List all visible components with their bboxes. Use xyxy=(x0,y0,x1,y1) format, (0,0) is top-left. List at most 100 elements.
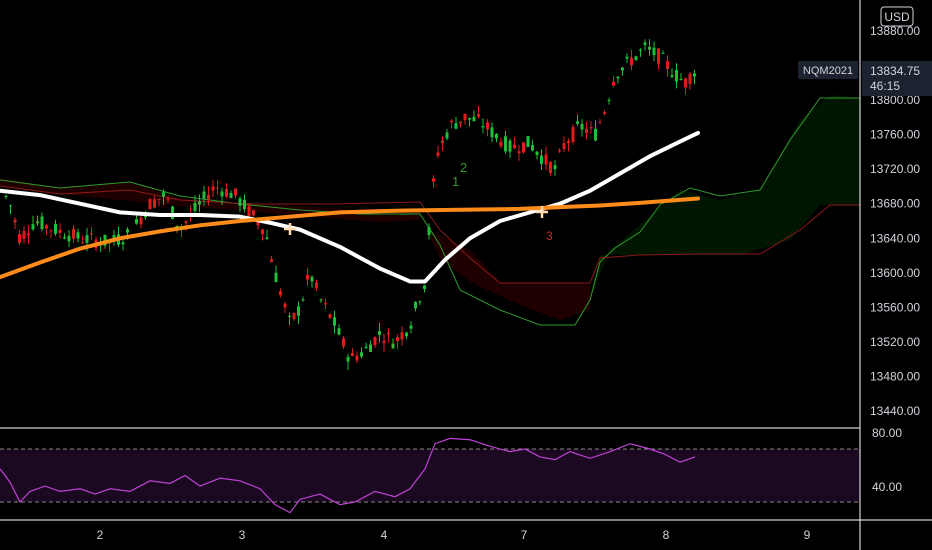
candle-body xyxy=(40,216,44,230)
candle-body xyxy=(333,317,336,326)
candle-body xyxy=(306,274,309,280)
candle-body xyxy=(297,306,300,316)
candle-body xyxy=(621,67,624,71)
candle-body xyxy=(495,133,498,139)
candle-body xyxy=(49,230,53,232)
price-axis[interactable]: 13880.0013840.0013800.0013760.0013720.00… xyxy=(870,24,920,418)
price-tick-label: 13640.00 xyxy=(870,231,920,245)
candle-body xyxy=(517,151,521,154)
candle-body xyxy=(229,192,233,199)
candle-body xyxy=(445,132,449,139)
rsi-axis[interactable]: 80.00 40.00 xyxy=(872,426,902,494)
candle-body xyxy=(184,221,188,224)
candle-body xyxy=(261,229,264,235)
candle-body xyxy=(337,328,341,335)
candle-body xyxy=(18,234,21,244)
candle-body xyxy=(292,313,296,320)
candle-body xyxy=(207,194,210,201)
candle-body xyxy=(432,178,435,182)
candle-body xyxy=(643,42,647,45)
candle-body xyxy=(423,285,426,289)
candle-body xyxy=(256,221,260,226)
candle-body xyxy=(571,127,575,142)
candle-body xyxy=(270,259,273,263)
candle-body xyxy=(319,299,323,301)
candle-body xyxy=(607,100,611,102)
candle-body xyxy=(171,206,174,219)
annotation-label: 3 xyxy=(546,229,553,243)
candle-body xyxy=(670,75,674,77)
candle-body xyxy=(220,191,224,197)
price-tick-label: 13600.00 xyxy=(870,266,920,280)
countdown: 46:15 xyxy=(870,79,900,93)
candle-body xyxy=(612,81,615,86)
candle-body xyxy=(616,76,620,79)
candle-body xyxy=(544,154,548,165)
candle-body xyxy=(346,356,350,362)
time-axis[interactable]: 2 3 4 7 8 9 xyxy=(97,528,811,542)
candle-body xyxy=(373,337,377,346)
candle-body xyxy=(234,188,237,196)
price-tick-label: 13680.00 xyxy=(870,197,920,211)
candle-body xyxy=(4,195,8,197)
time-tick-label: 2 xyxy=(97,528,104,542)
candle-body xyxy=(193,202,197,211)
cloud-bear-2 xyxy=(425,228,590,320)
candle-body xyxy=(22,230,26,239)
candle-body xyxy=(463,113,467,121)
cloud-bull xyxy=(590,95,860,300)
candle-body xyxy=(675,70,678,82)
candle-body xyxy=(549,162,552,173)
candle-body xyxy=(391,343,395,349)
candle-body xyxy=(216,187,219,189)
rsi-tick-label: 40.00 xyxy=(872,480,902,494)
candle-body xyxy=(126,229,129,233)
candle-body xyxy=(459,121,462,124)
candle-body xyxy=(58,229,62,233)
candle-body xyxy=(409,325,413,329)
candle-body xyxy=(477,114,480,117)
candle-body xyxy=(243,199,246,210)
rsi-line xyxy=(0,437,696,514)
candles xyxy=(4,39,696,370)
time-tick-label: 9 xyxy=(804,528,811,542)
candle-body xyxy=(9,205,12,207)
candle-body xyxy=(535,151,539,156)
candle-body xyxy=(598,122,602,124)
candle-body xyxy=(400,332,404,340)
candle-body xyxy=(625,56,629,59)
candle-body xyxy=(576,121,579,124)
candle-body xyxy=(252,210,255,216)
candle-body xyxy=(198,201,201,205)
price-tick-label: 13800.00 xyxy=(870,93,920,107)
price-tick-label: 13720.00 xyxy=(870,162,920,176)
candle-body xyxy=(81,242,84,244)
candle-body xyxy=(238,198,242,206)
currency-button[interactable] xyxy=(880,6,914,27)
last-price: 13834.75 xyxy=(870,64,920,78)
candle-body xyxy=(211,186,215,191)
candle-body xyxy=(526,135,530,147)
candle-body xyxy=(324,303,327,305)
candle-body xyxy=(225,188,228,197)
price-tick-label: 13560.00 xyxy=(870,300,920,314)
candle-body xyxy=(378,331,381,335)
candle-body xyxy=(364,346,368,349)
candle-body xyxy=(382,340,386,344)
candle-body xyxy=(279,291,282,296)
candle-body xyxy=(63,237,66,239)
price-tick-label: 13520.00 xyxy=(870,335,920,349)
candle-body xyxy=(396,337,399,342)
candle-body xyxy=(315,282,318,288)
time-tick-label: 4 xyxy=(381,528,388,542)
candle-body xyxy=(481,126,485,128)
candle-body xyxy=(328,314,332,318)
ma-orange-line xyxy=(0,196,700,280)
candle-body xyxy=(688,73,692,85)
candle-body xyxy=(355,355,359,361)
candle-body xyxy=(666,61,669,69)
candle-body xyxy=(684,78,687,88)
candle-body xyxy=(468,117,471,120)
candle-body xyxy=(288,315,291,317)
